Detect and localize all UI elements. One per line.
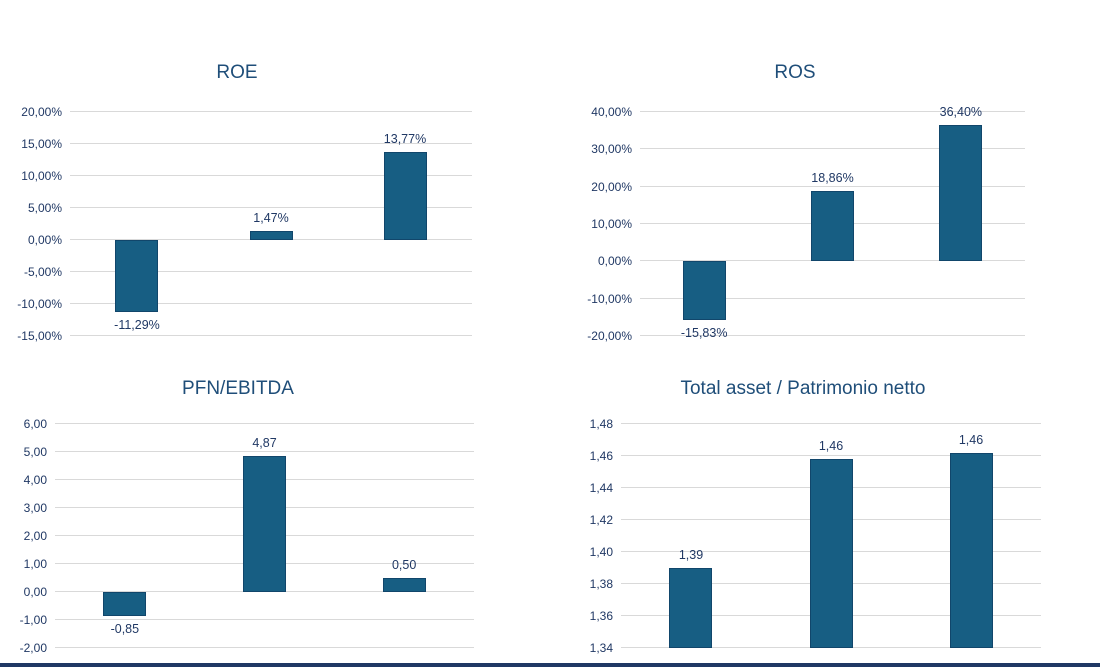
- y-tick-label: 0,00: [23, 585, 47, 599]
- bar-value-label: 0,50: [391, 558, 417, 572]
- y-tick-label: 0,00%: [597, 254, 632, 269]
- y-tick-label: 15,00%: [21, 137, 62, 151]
- bar-value-label: -15,83%: [680, 326, 728, 341]
- bar-value-label: 36,40%: [939, 105, 983, 120]
- y-tick-label: 10,00%: [21, 169, 62, 183]
- gridline: [621, 455, 1041, 456]
- y-tick-label: -1,00: [19, 613, 47, 627]
- chart-body: 6,00 5,00 4,00 3,00 2,00 1,00 0,00 -1,00 -2,00 -…: [2, 417, 474, 655]
- y-tick-label: 1,38: [589, 577, 613, 592]
- plot-area: -15,83% 18,86% 36,40%: [640, 105, 1025, 340]
- y-tick-label: -20,00%: [587, 329, 632, 343]
- bar-value-label: 1,39: [678, 548, 704, 562]
- bar: [939, 125, 983, 262]
- chart-title-roe: ROE: [216, 62, 258, 83]
- bar: [115, 240, 159, 313]
- bar: [809, 459, 853, 648]
- chart-body: 20,00% 15,00% 10,00% 5,00% 0,00% -5,00% -10,00…: [2, 105, 472, 343]
- bar-value-label: 1,47%: [253, 210, 289, 225]
- chart-title-ros: ROS: [774, 62, 816, 83]
- y-axis: 20,00% 15,00% 10,00% 5,00% 0,00% -5,00% -10,00…: [2, 105, 70, 343]
- gridline: [70, 271, 472, 272]
- bar: [811, 190, 854, 262]
- gridline: [640, 148, 1025, 150]
- y-tick-label: 40,00%: [591, 105, 632, 119]
- y-tick-label: 2,00: [23, 529, 47, 543]
- y-tick-label: -10,00%: [587, 291, 632, 306]
- y-tick-label: 6,00: [23, 417, 47, 431]
- y-axis: 40,00% 30,00% 20,00% 10,00% 0,00% -10,00% -20,…: [565, 105, 640, 343]
- bar-value-label: 4,87: [252, 435, 277, 450]
- chart-title-pfn-ebitda: PFN/EBITDA: [182, 378, 294, 399]
- bar-value-label: -11,29%: [114, 318, 160, 333]
- y-tick-label: 0,00%: [27, 233, 62, 247]
- y-axis: 6,00 5,00 4,00 3,00 2,00 1,00 0,00 -1,00 -2,00: [2, 417, 55, 655]
- bar-value-label: 13,77%: [383, 131, 427, 146]
- y-tick-label: 30,00%: [591, 142, 632, 157]
- gridline: [55, 647, 474, 648]
- bar-value-label: 18,86%: [811, 170, 854, 185]
- y-tick-label: 1,00: [23, 557, 47, 571]
- y-tick-label: 1,36: [589, 609, 613, 624]
- bottom-divider-rule: [0, 663, 1100, 667]
- y-tick-label: 1,48: [589, 417, 613, 431]
- y-tick-label: -10,00%: [17, 297, 62, 312]
- bar: [243, 455, 286, 592]
- bar: [103, 592, 147, 616]
- chart-body: 1,48 1,46 1,44 1,42 1,40 1,38 1,36 1,34 1,39 1,4…: [565, 417, 1041, 655]
- plot-area: 1,39 1,46 1,46: [621, 423, 1041, 648]
- bar: [682, 261, 726, 321]
- y-tick-label: 20,00%: [21, 105, 62, 119]
- chart-title-total-asset: Total asset / Patrimonio netto: [680, 378, 926, 399]
- bar-value-label: -0,85: [110, 621, 140, 636]
- gridline: [55, 619, 474, 620]
- y-tick-label: 5,00: [23, 445, 47, 459]
- plot-area: -11,29% 1,47% 13,77%: [70, 111, 472, 336]
- chart-body: 40,00% 30,00% 20,00% 10,00% 0,00% -10,00% -20,…: [565, 105, 1025, 343]
- gridline: [55, 423, 474, 424]
- bar: [249, 230, 293, 240]
- y-tick-label: 1,42: [589, 513, 613, 528]
- chart-total-asset-patrimonio-netto: Total asset / Patrimonio netto 1,48 1,46 1…: [565, 376, 1041, 655]
- gridline: [640, 297, 1025, 299]
- bar-value-label: 1,46: [958, 432, 984, 447]
- bar-value-label: 1,46: [818, 439, 844, 454]
- gridline: [70, 111, 472, 112]
- y-tick-label: 10,00%: [591, 217, 632, 231]
- gridline: [70, 335, 472, 336]
- y-tick-label: 1,40: [589, 545, 613, 559]
- chart-pfn-ebitda: PFN/EBITDA 6,00 5,00 4,00 3,00 2,00 1,00 0,00-…: [2, 376, 474, 655]
- gridline: [640, 185, 1025, 187]
- bar: [669, 568, 713, 648]
- bar: [382, 578, 426, 592]
- y-tick-label: 4,00: [23, 473, 47, 487]
- gridline: [70, 207, 472, 208]
- y-tick-label: 20,00%: [591, 179, 632, 194]
- y-tick-label: 5,00%: [27, 201, 62, 216]
- bar: [949, 452, 993, 648]
- plot-area: -0,85 4,87 0,50: [55, 423, 474, 648]
- bar: [383, 151, 427, 240]
- y-tick-label: 1,44: [589, 481, 613, 495]
- y-tick-label: 3,00: [23, 501, 47, 515]
- gridline: [70, 303, 472, 304]
- chart-roe: ROE 20,00% 15,00% 10,00% 5,00% 0,00% -5,00% -1…: [2, 60, 472, 343]
- gridline: [55, 451, 474, 452]
- y-tick-label: 1,46: [589, 449, 613, 463]
- y-axis: 1,48 1,46 1,44 1,42 1,40 1,38 1,36 1,34: [565, 417, 621, 655]
- chart-ros: ROS 40,00% 30,00% 20,00% 10,00% 0,00% -10,00%…: [565, 60, 1025, 343]
- gridline: [70, 175, 472, 176]
- y-tick-label: -5,00%: [23, 265, 62, 280]
- y-tick-label: -2,00: [19, 641, 47, 655]
- gridline: [70, 143, 472, 144]
- gridline: [640, 111, 1025, 112]
- gridline: [621, 423, 1041, 424]
- gridline: [640, 335, 1025, 336]
- y-tick-label: 1,34: [589, 641, 613, 655]
- y-tick-label: -15,00%: [17, 329, 62, 343]
